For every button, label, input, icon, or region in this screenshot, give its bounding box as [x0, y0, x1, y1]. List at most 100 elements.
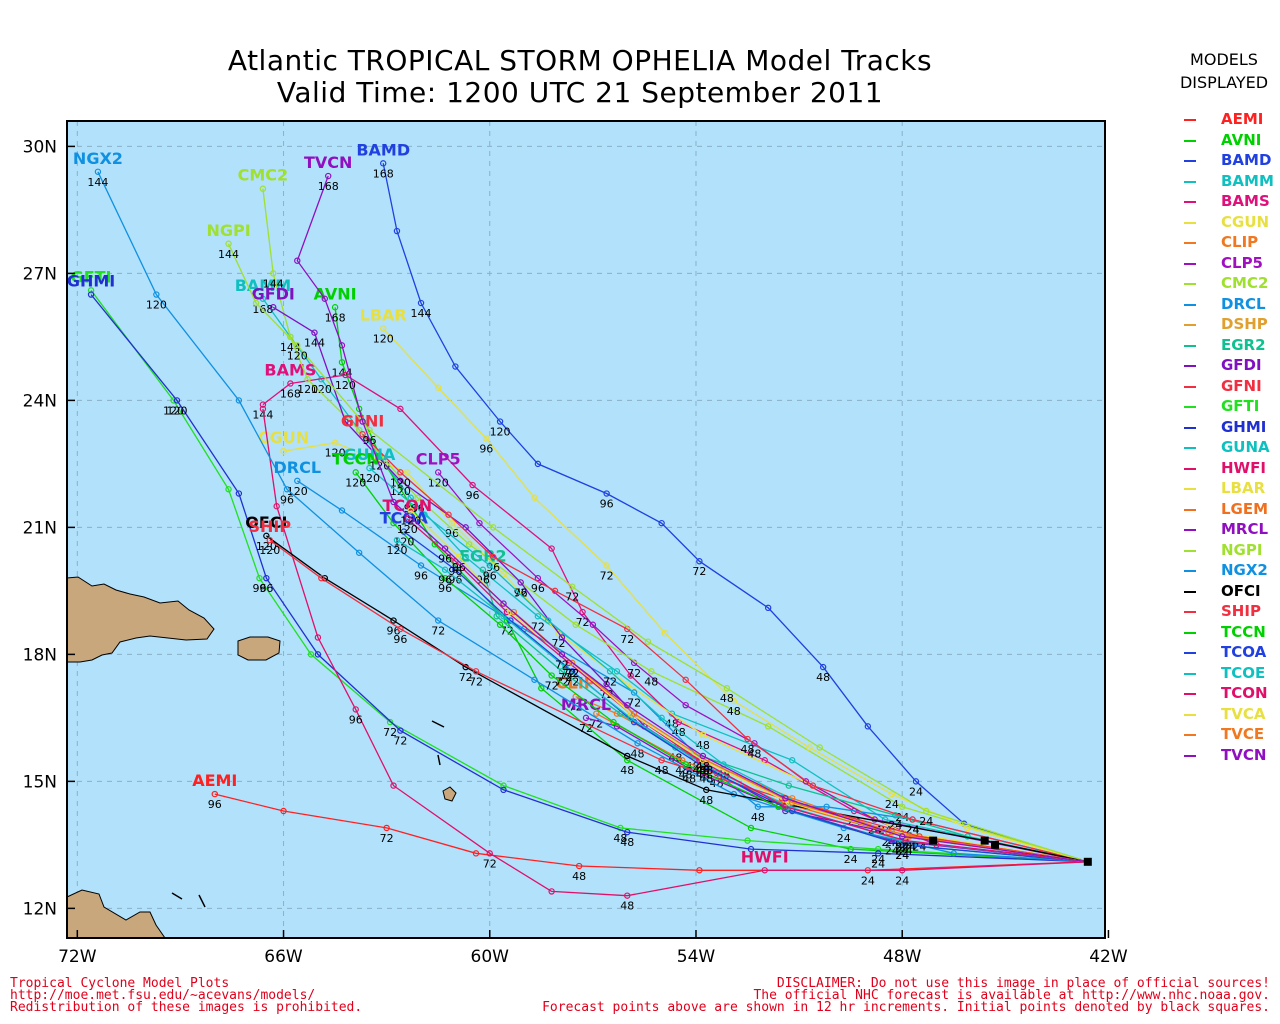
track-line	[296, 175, 1088, 863]
forecast-point	[764, 604, 772, 612]
track-line	[585, 717, 1088, 863]
initial-point-square	[1083, 857, 1092, 866]
hour-label: 144	[87, 176, 108, 189]
legend-item-aemi: AEMI	[1172, 110, 1280, 131]
track-line	[90, 294, 1088, 863]
hour-label: 96	[531, 582, 545, 595]
legend-swatch	[1184, 447, 1196, 449]
forecast-point	[469, 481, 476, 489]
legend-heading-line2: DISPLAYED	[1179, 73, 1269, 92]
hour-label: 96	[445, 527, 459, 540]
legend-label: SHIP	[1221, 602, 1261, 620]
legend-label: OFCI	[1221, 581, 1261, 600]
forecast-point	[421, 511, 428, 518]
hour-label: 120	[390, 476, 411, 489]
forecast-point	[331, 439, 339, 446]
forecast-point	[366, 426, 373, 434]
hour-label: 48	[727, 705, 741, 718]
hour-label: 48	[644, 675, 658, 688]
hour-label: 168	[318, 180, 339, 193]
forecast-point	[624, 828, 631, 836]
legend-label: TVCN	[1221, 745, 1267, 764]
forecast-point	[534, 613, 542, 620]
legend-swatch	[1184, 672, 1196, 675]
footer-left-line3: Redistribution of these images is prohib…	[10, 1000, 363, 1015]
track-name-label: SHIP	[248, 517, 291, 536]
forecast-point	[864, 723, 872, 730]
forecast-point	[534, 460, 542, 468]
forecast-point	[435, 384, 442, 391]
forecast-point	[170, 397, 177, 404]
forecast-point	[359, 418, 366, 425]
hour-label: 24	[919, 815, 933, 828]
forecast-point	[696, 867, 703, 874]
track-name-label: CGUN	[258, 428, 309, 447]
legend-item-ngpi: NGPI	[1172, 541, 1280, 562]
legend-item-avni: AVNI	[1172, 131, 1280, 152]
forecast-point	[393, 227, 401, 235]
forecast-point	[342, 418, 349, 425]
legend-swatch	[1184, 406, 1196, 408]
track-name-label: NGPI	[206, 221, 250, 240]
forecast-point	[225, 240, 232, 247]
track-line	[262, 408, 1088, 897]
legend-item-gfni: GFNI	[1172, 377, 1280, 398]
forecast-point	[747, 824, 755, 832]
forecast-point	[397, 405, 404, 413]
forecast-point	[500, 782, 507, 789]
legend-label: CMC2	[1221, 274, 1269, 292]
forecast-point	[744, 837, 751, 844]
legend-swatch	[1184, 508, 1196, 511]
forecast-point	[816, 744, 823, 751]
forecast-point	[634, 740, 641, 747]
footer-right-line3: Forecast points above are shown in 12 hr…	[542, 1000, 1270, 1015]
hour-label: 72	[383, 726, 397, 739]
forecast-point	[173, 397, 181, 404]
footer-right: DISCLAIMER: Do not use this image in pla…	[542, 977, 1270, 1015]
hour-label: 96	[393, 633, 407, 646]
forecast-point	[441, 574, 449, 582]
forecast-point	[259, 405, 267, 413]
island-dash-1	[431, 720, 445, 728]
forecast-point	[874, 850, 882, 857]
lat-tick-label: 27N	[23, 264, 57, 284]
forecast-point	[380, 160, 387, 167]
hour-label: 120	[400, 514, 421, 527]
track-name-label: LBAR	[360, 305, 407, 324]
forecast-point	[764, 723, 772, 730]
hour-label: 144	[411, 307, 432, 320]
hour-label: 48	[692, 764, 706, 777]
forecast-point	[892, 812, 899, 819]
forecast-point	[263, 574, 270, 582]
forecast-point	[486, 562, 493, 569]
forecast-point	[235, 397, 243, 404]
forecast-point	[445, 511, 452, 518]
chart-title: Atlantic TROPICAL STORM OPHELIA Model Tr…	[227, 44, 933, 77]
forecast-point	[782, 795, 789, 802]
hour-label: 48	[655, 764, 669, 777]
forecast-point	[435, 469, 442, 476]
hour-label: 96	[476, 574, 490, 587]
forecast-point	[390, 782, 397, 789]
forecast-point	[386, 718, 394, 726]
hour-label: 48	[720, 692, 734, 705]
track-name-label: TCCN	[332, 449, 380, 468]
forecast-point	[593, 710, 600, 717]
legend-swatch	[1184, 734, 1196, 736]
legend-label: NGX2	[1221, 561, 1268, 579]
forecast-point	[462, 524, 469, 531]
hour-label: 72	[380, 832, 394, 845]
hour-label: 24	[844, 853, 858, 866]
forecast-point	[503, 608, 511, 616]
legend-swatch	[1184, 283, 1196, 285]
hour-label: 96	[448, 574, 462, 587]
forecast-point	[235, 490, 243, 497]
lon-tick-label: 66W	[264, 947, 303, 967]
forecast-point	[874, 845, 882, 853]
legend-item-hwfi: HWFI	[1172, 459, 1280, 480]
legend-label: TCCN	[1221, 622, 1266, 641]
legend-item-mrcl: MRCL	[1172, 520, 1280, 541]
forecast-point	[606, 668, 614, 675]
